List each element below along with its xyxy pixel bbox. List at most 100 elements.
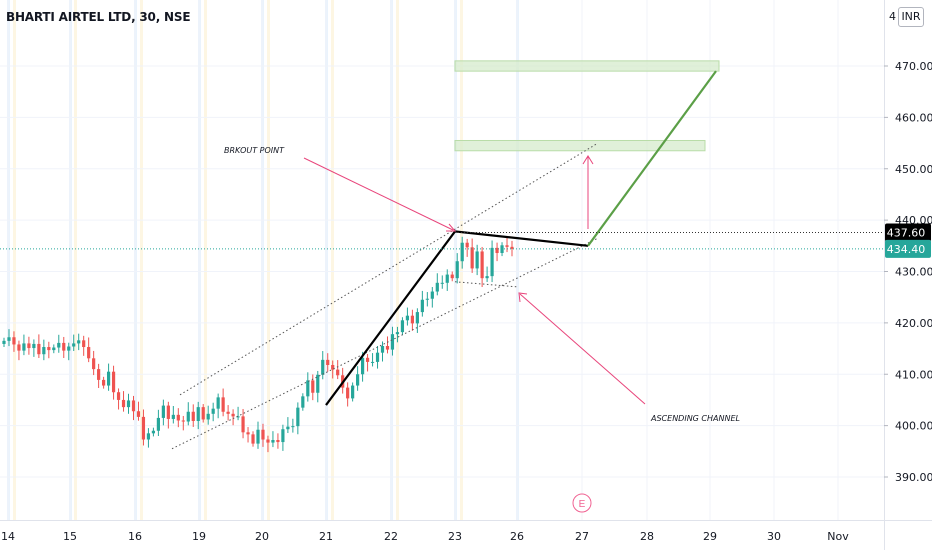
candle-body (480, 251, 484, 279)
channel-lower-line (171, 237, 599, 450)
candle-body (296, 407, 300, 427)
candle-body (251, 434, 255, 444)
candle-body (221, 397, 225, 412)
candle-body (196, 407, 200, 422)
candle-body (395, 332, 400, 335)
candle-body (455, 261, 459, 279)
candle-body (67, 346, 71, 351)
candle-body (42, 347, 46, 355)
x-tick-label: 27 (575, 530, 589, 543)
candle-body (141, 416, 146, 440)
candle-body (445, 274, 449, 283)
x-tick-label: 14 (1, 530, 15, 543)
candle-body (336, 369, 340, 376)
candle-body (380, 345, 385, 353)
candle-body (12, 337, 16, 345)
candle-body (186, 411, 190, 422)
candle-body (331, 365, 335, 370)
candles (2, 236, 514, 453)
candle-body (306, 380, 310, 397)
session-stripe (74, 0, 77, 520)
chart-title[interactable]: BHARTI AIRTEL LTD, 30, NSE (6, 10, 191, 24)
earnings-event-marker (572, 493, 592, 513)
y-tick-label: 450.00 (895, 163, 932, 176)
x-tick-label: 30 (767, 530, 781, 543)
pullback-dotted-line (454, 281, 519, 288)
x-tick-label: 22 (384, 530, 398, 543)
candle-body (201, 407, 205, 420)
breakout-annotation[interactable]: BRKOUT POINT (224, 146, 285, 155)
last-price-badge (885, 239, 931, 258)
candle-body (400, 320, 405, 333)
candle-body (410, 315, 414, 324)
candle-body (500, 245, 504, 254)
candle-body (77, 340, 81, 344)
candle-body (261, 429, 265, 440)
breakout-arrow-head (446, 223, 457, 232)
x-tick-label: 21 (319, 530, 333, 543)
candle-body (27, 343, 31, 349)
candle-body (365, 357, 370, 362)
target-projection-line (587, 70, 717, 247)
x-tick-label: 26 (510, 530, 524, 543)
candle-body (385, 345, 390, 350)
y-tick-label: 390.00 (895, 471, 932, 484)
candle-body (131, 400, 136, 412)
candle-body (360, 357, 365, 375)
target-up-arrow-head (582, 155, 594, 165)
x-tick-label: 23 (448, 530, 462, 543)
candle-body (495, 247, 499, 254)
y-tick-label: 420.00 (895, 317, 932, 330)
candle-body (485, 276, 489, 279)
candle-body (316, 374, 320, 393)
candle-body (52, 347, 56, 351)
x-tick-label: 29 (703, 530, 717, 543)
candle-body (241, 416, 245, 433)
candle-body (256, 429, 260, 444)
channel-annotation[interactable]: ASCENDING CHANNEL (651, 414, 740, 423)
candle-body (7, 337, 11, 341)
candle-body (226, 411, 230, 414)
channel-upper-line (179, 142, 599, 396)
candle-body (2, 340, 6, 344)
y-tick-label: 470.00 (895, 60, 932, 73)
candle-body (390, 334, 395, 350)
candle-body (346, 387, 350, 399)
candle-body (161, 405, 165, 418)
currency-badge[interactable]: INR (898, 7, 924, 27)
target-zones (454, 60, 720, 152)
candle-body (102, 379, 106, 386)
y-tick-label: 430.00 (895, 266, 932, 279)
session-stripe (204, 0, 207, 520)
candle-body (106, 371, 111, 386)
candle-body (136, 411, 141, 417)
candle-body (72, 343, 76, 347)
candle-body (286, 426, 290, 430)
candle-body (32, 343, 36, 349)
candle-body (420, 299, 424, 313)
x-tick-label: 20 (255, 530, 269, 543)
session-stripe (13, 0, 16, 520)
candle-body (151, 430, 156, 434)
candle-body (211, 408, 215, 414)
candle-body (176, 414, 180, 421)
candle-body (351, 385, 355, 399)
candle-body (92, 358, 96, 370)
candle-body (430, 291, 434, 299)
y-tick-label: 410.00 (895, 368, 932, 381)
y-tick-label: 400.00 (895, 420, 932, 433)
candle-body (326, 359, 330, 366)
candle-body (281, 429, 285, 443)
candle-body (216, 397, 220, 409)
candle-body (510, 246, 514, 249)
axis-currency-prefix: 4 (889, 10, 896, 23)
candle-body (311, 380, 315, 393)
candle-body (271, 440, 275, 443)
x-tick-label: Nov (827, 530, 849, 543)
candle-body (22, 343, 26, 351)
candle-body (301, 396, 305, 408)
candle-body (425, 298, 429, 300)
session-stripe (331, 0, 334, 520)
